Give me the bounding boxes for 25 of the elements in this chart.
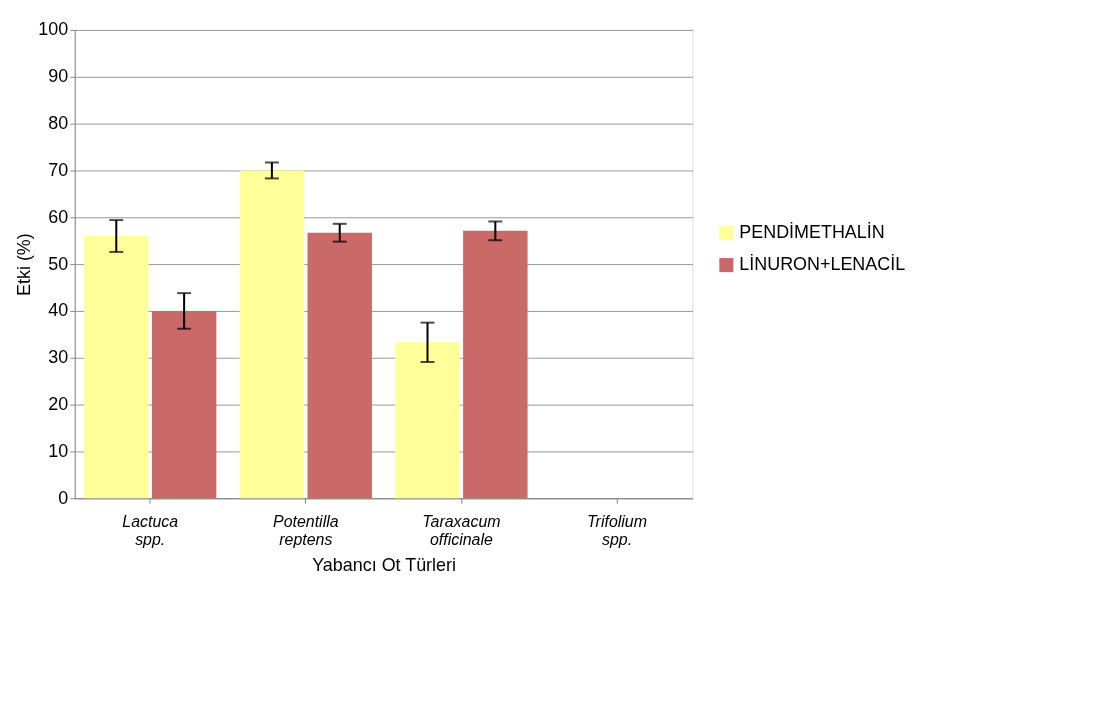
y-tick-label: 80 (48, 113, 69, 134)
y-tick-label: 50 (48, 253, 69, 274)
x-tick-label: Taraxacum officinale (422, 512, 501, 548)
y-tick-label: 60 (48, 206, 69, 227)
bar (84, 236, 149, 499)
bar (239, 170, 305, 499)
legend-label: PENDİMETHALİN (739, 222, 885, 243)
x-tick-label: Lactuca spp. (122, 512, 179, 548)
x-tick-label: Potentilla reptens (273, 512, 339, 548)
x-tick-label: Trifolium spp. (587, 512, 647, 548)
bar (463, 230, 528, 499)
y-tick-label: 10 (48, 440, 69, 461)
y-tick-label: 30 (48, 347, 69, 368)
y-tick-label: 20 (48, 394, 69, 415)
y-tick-label: 40 (48, 300, 69, 321)
y-tick-label: 0 (58, 487, 69, 508)
y-axis-title: Etki (%) (14, 233, 35, 296)
y-tick-label: 70 (48, 159, 69, 180)
bar (151, 310, 217, 499)
x-axis-title: Yabancı Ot Türleri (312, 555, 456, 576)
y-tick-label: 90 (48, 66, 69, 87)
y-tick-label: 100 (38, 19, 69, 40)
bar (307, 232, 372, 499)
legend-label: LİNURON+LENACİL (739, 254, 906, 275)
bar (395, 342, 460, 499)
